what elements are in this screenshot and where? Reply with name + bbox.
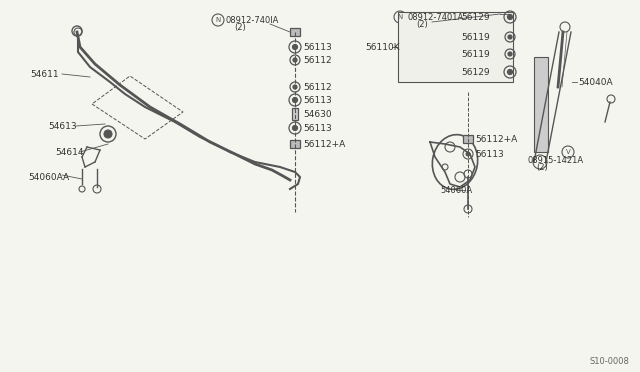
Text: 54630: 54630 — [303, 109, 332, 119]
Text: 56119: 56119 — [461, 32, 490, 42]
Circle shape — [508, 70, 513, 74]
Circle shape — [508, 15, 513, 19]
Text: 54611: 54611 — [30, 70, 59, 78]
Text: 54613: 54613 — [48, 122, 77, 131]
Text: 54060A: 54060A — [440, 186, 472, 195]
Text: 54060AA: 54060AA — [28, 173, 69, 182]
Text: 56112: 56112 — [303, 55, 332, 64]
Text: 56119: 56119 — [461, 49, 490, 58]
Text: 56110K: 56110K — [365, 42, 399, 51]
Bar — [534, 57, 548, 152]
Text: 08912-740lA: 08912-740lA — [226, 16, 280, 25]
Text: 56129: 56129 — [461, 13, 490, 22]
Text: 56112: 56112 — [303, 83, 332, 92]
Circle shape — [466, 152, 470, 156]
Text: 54040A: 54040A — [578, 77, 612, 87]
Circle shape — [292, 97, 298, 103]
Bar — [290, 140, 300, 148]
Text: N: N — [216, 17, 221, 23]
Text: 08912-7401A: 08912-7401A — [408, 13, 464, 22]
Circle shape — [292, 45, 298, 49]
Text: 56113: 56113 — [303, 96, 332, 105]
Text: 56113: 56113 — [475, 150, 504, 158]
Circle shape — [293, 85, 297, 89]
Text: 56129: 56129 — [461, 67, 490, 77]
Text: (2): (2) — [234, 22, 246, 32]
Text: V: V — [566, 149, 570, 155]
Text: 08915-1421A: 08915-1421A — [528, 155, 584, 164]
Text: 56112+A: 56112+A — [475, 135, 517, 144]
Circle shape — [292, 125, 298, 131]
Text: (2): (2) — [536, 163, 548, 171]
Circle shape — [104, 130, 112, 138]
Text: 56113: 56113 — [303, 124, 332, 132]
Bar — [292, 108, 298, 120]
Text: S10-0008: S10-0008 — [590, 357, 630, 366]
Text: 54614: 54614 — [55, 148, 83, 157]
Circle shape — [293, 58, 297, 62]
Text: N: N — [397, 14, 403, 20]
Circle shape — [508, 52, 512, 56]
Text: 56112+A: 56112+A — [303, 140, 345, 148]
Circle shape — [508, 35, 512, 39]
Bar — [398, 12, 513, 82]
Bar — [463, 135, 473, 143]
Bar — [290, 28, 300, 36]
Text: 56113: 56113 — [303, 42, 332, 51]
Text: (2): (2) — [416, 19, 428, 29]
